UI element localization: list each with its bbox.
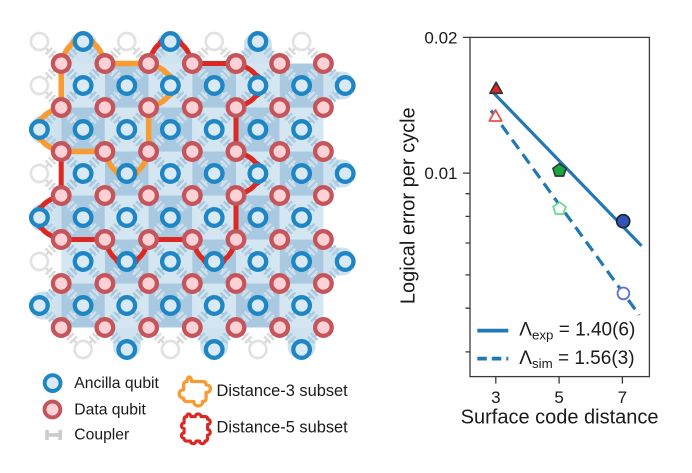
svg-text:Logical error per cycle: Logical error per cycle xyxy=(397,107,419,304)
svg-text:7: 7 xyxy=(618,388,627,407)
svg-text:0.01: 0.01 xyxy=(424,164,457,183)
svg-text:Data qubit: Data qubit xyxy=(74,402,146,419)
svg-text:Λexp = 1.40(6): Λexp = 1.40(6) xyxy=(519,319,635,342)
svg-text:Distance-3 subset: Distance-3 subset xyxy=(217,382,349,400)
svg-text:Ancilla qubit: Ancilla qubit xyxy=(74,375,159,392)
svg-text:5: 5 xyxy=(554,388,563,407)
svg-text:Coupler: Coupler xyxy=(74,427,129,444)
svg-text:0.02: 0.02 xyxy=(424,28,457,47)
svg-text:Λsim = 1.56(3): Λsim = 1.56(3) xyxy=(519,348,634,371)
svg-text:Surface code distance: Surface code distance xyxy=(461,406,659,428)
svg-text:3: 3 xyxy=(491,388,500,407)
svg-text:Distance-5 subset: Distance-5 subset xyxy=(217,418,349,436)
